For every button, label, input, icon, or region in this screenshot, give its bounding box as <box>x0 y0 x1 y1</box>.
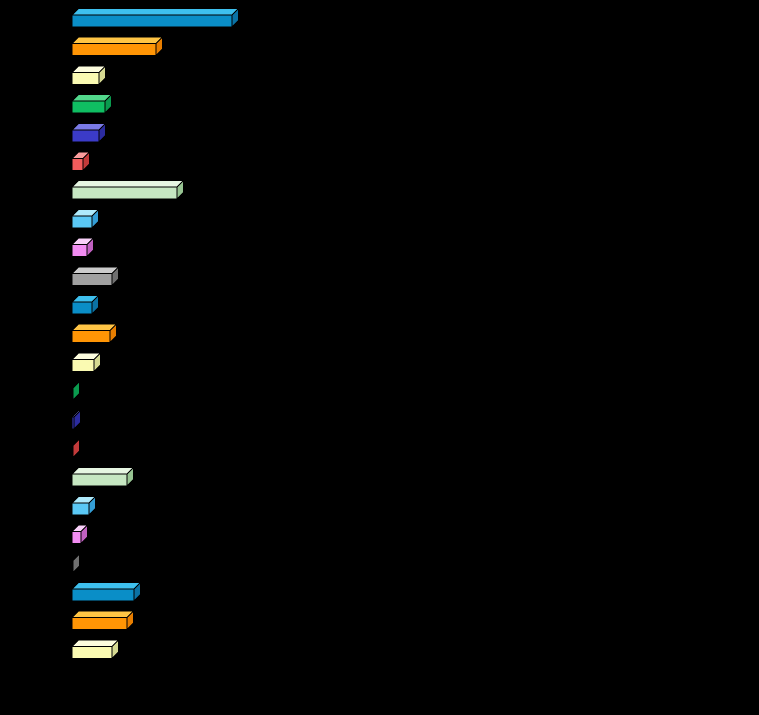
bar-16-side-face <box>72 437 80 459</box>
bar-17-pale-green <box>70 466 135 488</box>
bar-17-front-face <box>71 473 128 487</box>
bar-22-front-face <box>71 617 128 631</box>
bar-20-side-face <box>72 552 80 574</box>
bar-9-front-face <box>71 244 88 258</box>
bar-6-front-face <box>71 158 84 171</box>
bar-19-violet <box>70 523 89 545</box>
bar-22-top-face <box>70 610 135 619</box>
bar-2-orange <box>70 35 164 57</box>
bar-12-orange <box>70 322 118 344</box>
bar-12-front-face <box>71 330 111 344</box>
bar-8-front-face <box>71 215 93 229</box>
bar-10-top-face <box>70 266 120 274</box>
bar-18-front-face <box>71 502 90 516</box>
bar-12-top-face <box>70 323 118 332</box>
bar-15-side-face <box>73 409 81 431</box>
bar-4-green <box>70 93 113 115</box>
bar-14-green <box>70 380 81 402</box>
bar-23-front-face <box>71 645 113 659</box>
bar-7-pale-green <box>70 179 185 201</box>
bar-8-sky-blue <box>70 208 100 230</box>
bar-21-azure-blue <box>70 581 142 603</box>
bar-23-pale-yellow <box>70 638 120 660</box>
bar-11-front-face <box>71 301 93 315</box>
bar-10-front-face <box>71 272 113 286</box>
bar-20-gray <box>70 552 81 574</box>
bar-1-top-face <box>70 8 240 16</box>
bar-23-top-face <box>70 639 120 647</box>
bar-3-pale-yellow <box>70 64 107 86</box>
bar-21-front-face <box>71 588 135 602</box>
bar-7-front-face <box>71 186 178 200</box>
bar-16-salmon-red <box>70 437 81 459</box>
bar-20-front-face <box>71 559 74 573</box>
bar-1-azure-blue <box>70 7 240 29</box>
bar-2-front-face <box>71 43 157 57</box>
bar-22-orange <box>70 609 135 631</box>
bar-17-top-face <box>70 467 135 475</box>
bar-5-front-face <box>71 129 100 143</box>
bar-14-side-face <box>72 380 80 402</box>
bar-6-salmon-red <box>70 150 91 172</box>
bar-1-front-face <box>71 14 233 28</box>
bar-21-top-face <box>70 582 142 590</box>
bar-13-front-face <box>71 358 95 372</box>
bar-4-front-face <box>71 100 106 114</box>
bar-7-top-face <box>70 180 185 188</box>
bar-19-front-face <box>71 531 82 545</box>
bar-14-front-face <box>71 387 74 401</box>
bar-15-royal-blue <box>70 409 82 431</box>
bar-18-sky-blue <box>70 495 97 517</box>
bar-5-royal-blue <box>70 122 107 144</box>
bar-16-front-face <box>71 445 74 458</box>
bar-13-pale-yellow <box>70 351 102 373</box>
bar-11-azure-blue <box>70 294 100 316</box>
bar-15-front-face <box>71 416 75 430</box>
bar-9-violet <box>70 236 95 258</box>
bar-2-top-face <box>70 36 164 45</box>
bar-10-gray <box>70 265 120 287</box>
bar-3-front-face <box>71 71 100 85</box>
